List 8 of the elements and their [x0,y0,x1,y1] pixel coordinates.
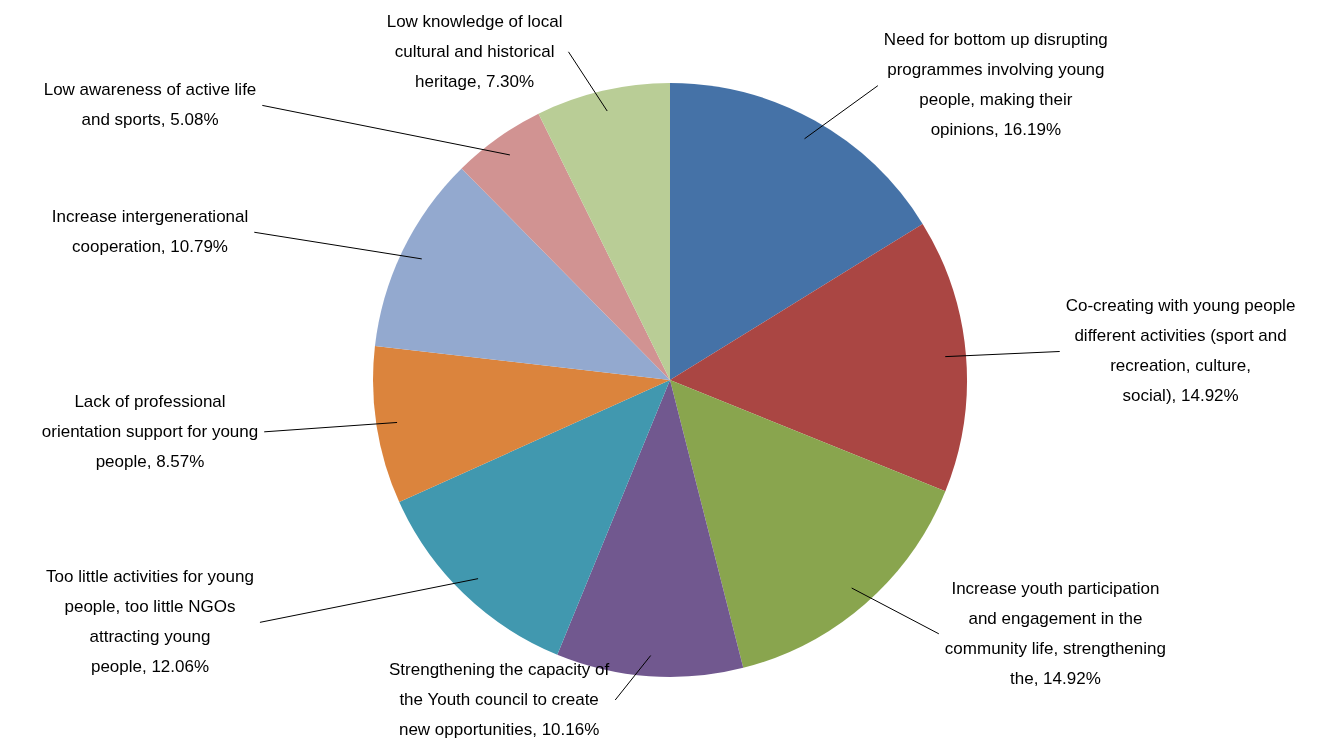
slice-label: Increase youth participation and engagement in the community life, strengthening the, 14.92% [944,578,1166,688]
slice-label: Increase intergenerational cooperation, 10.79% [51,206,249,256]
slice-label: Co-creating with young people different activities (sport and recreation, culture, social), 14.92% [1065,296,1296,406]
slice-label: Need for bottom up disrupting programmes involving young people, making their opinions, 16.19% [883,30,1108,140]
slice-label: Low knowledge of local cultural and historical heritage, 7.30% [386,11,563,91]
slice-label: Low awareness of active life and sports, 5.08% [43,80,257,130]
slice-label: Lack of professional orientation support for young people, 8.57% [41,391,259,471]
slice-label: Too little activities for young people, too little NGOs attracting young people, 12.06% [46,567,254,677]
